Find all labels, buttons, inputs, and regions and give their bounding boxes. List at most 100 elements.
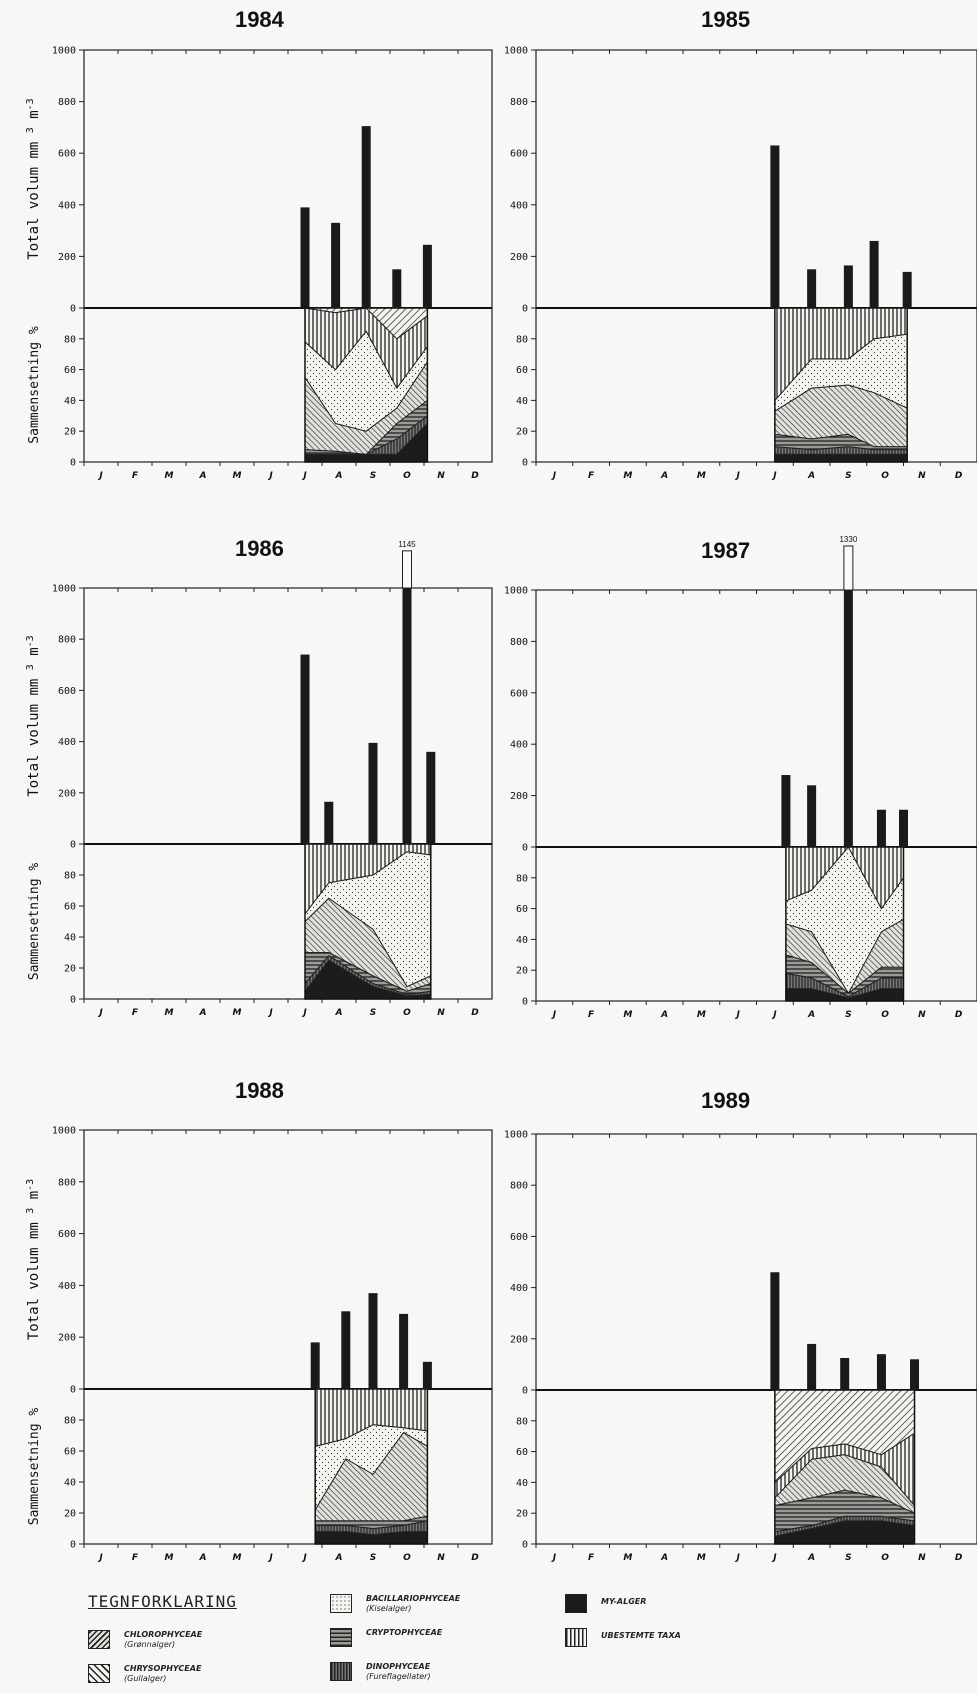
month-label: N — [918, 471, 926, 481]
y-tick-label: 600 — [510, 688, 528, 699]
composition-frame — [83, 1388, 493, 1545]
month-label: A — [660, 471, 668, 481]
pct-tick-label: 80 — [64, 871, 76, 882]
month-label: J — [97, 1553, 103, 1563]
volume-bar — [876, 1354, 886, 1390]
panel-title: 1987 — [701, 538, 750, 563]
y-tick-label: 0 — [70, 304, 76, 315]
y-tick-label: 800 — [58, 97, 76, 108]
pct-tick-label: 80 — [516, 334, 528, 345]
month-label: M — [623, 1553, 632, 1563]
overflow-label: 1330 — [839, 535, 857, 544]
y-tick-label: 1000 — [52, 46, 76, 57]
y-tick-label: 1000 — [504, 46, 528, 57]
month-label: M — [697, 1010, 706, 1020]
volume-bar — [843, 265, 853, 308]
volume-bar — [368, 1293, 378, 1389]
month-label: O — [881, 1010, 889, 1020]
composition-axis-label: Sammensetning % — [27, 1408, 42, 1526]
month-label: S — [845, 471, 851, 481]
y-tick-label: 400 — [510, 1283, 528, 1294]
pct-tick-label: 40 — [516, 1478, 528, 1489]
volume-frame — [83, 1129, 493, 1390]
month-label: M — [623, 471, 632, 481]
pct-tick-label: 0 — [70, 458, 76, 469]
pct-tick-label: 80 — [516, 1416, 528, 1427]
y-tick-label: 800 — [510, 1181, 528, 1192]
y-tick-label: 200 — [58, 1333, 76, 1344]
panel-1988: 1988 0 200 400 600 800 1000 0 20 40 60 80 J F M A M J J A S O… — [25, 1078, 493, 1563]
month-label: A — [199, 1553, 207, 1563]
volume-bar — [399, 1313, 409, 1389]
panel-title: 1984 — [235, 7, 285, 32]
volume-bar — [899, 809, 908, 847]
layer-my-alger — [774, 453, 908, 463]
composition-axis-label: Sammensetning % — [27, 863, 42, 981]
y-tick-label: 1000 — [504, 1130, 528, 1141]
y-tick-label: 400 — [510, 740, 528, 751]
y-tick-label: 1000 — [52, 584, 76, 595]
volume-axis-label: Total volum mm 3 m-3 — [25, 635, 42, 796]
y-tick-label: 0 — [70, 840, 76, 851]
month-label: J — [97, 1008, 103, 1018]
month-label: M — [697, 471, 706, 481]
volume-bar — [807, 785, 817, 847]
pct-tick-label: 20 — [64, 964, 76, 975]
panel-1987: 1987 0 200 400 600 800 1000 0 20 40 60 80 J F M A M J J A S O… — [504, 535, 977, 1020]
volume-bar — [310, 1342, 320, 1389]
y-tick-label: 0 — [522, 304, 528, 315]
month-label: D — [955, 1010, 963, 1020]
pct-tick-label: 40 — [516, 396, 528, 407]
pct-tick-label: 40 — [516, 935, 528, 946]
y-tick-label: 400 — [58, 1281, 76, 1292]
y-tick-label: 600 — [510, 1232, 528, 1243]
y-tick-label: 200 — [58, 788, 76, 799]
month-label: J — [551, 1010, 557, 1020]
pct-tick-label: 40 — [64, 933, 76, 944]
y-tick-label: 0 — [522, 843, 528, 854]
panel-1989: 1989 0 200 400 600 800 1000 0 20 40 60 80 J F M A M J J A S O… — [504, 1088, 977, 1563]
month-label: S — [370, 1553, 376, 1563]
month-label: S — [845, 1010, 851, 1020]
pct-tick-label: 40 — [64, 396, 76, 407]
month-label: D — [471, 1008, 479, 1018]
month-label: J — [734, 1553, 740, 1563]
month-label: A — [807, 471, 815, 481]
volume-frame — [535, 1133, 977, 1391]
month-label: J — [734, 471, 740, 481]
composition-frame — [535, 846, 977, 1002]
volume-bar — [902, 271, 912, 308]
panel-title: 1988 — [235, 1078, 284, 1103]
pct-tick-label: 0 — [522, 997, 528, 1008]
month-label: D — [471, 1553, 479, 1563]
month-label: J — [771, 1010, 777, 1020]
volume-bar — [770, 145, 780, 308]
month-label: M — [165, 471, 174, 481]
month-label: M — [697, 1553, 706, 1563]
month-label: M — [233, 471, 242, 481]
month-label: F — [132, 1008, 139, 1018]
pct-tick-label: 0 — [70, 995, 76, 1006]
month-label: F — [132, 1553, 139, 1563]
composition-outline — [304, 843, 432, 1000]
pct-tick-label: 60 — [516, 365, 528, 376]
month-label: F — [588, 471, 595, 481]
composition-outline — [774, 307, 908, 463]
volume-bar — [392, 269, 402, 308]
pct-tick-label: 20 — [64, 427, 76, 438]
y-tick-label: 400 — [510, 200, 528, 211]
pct-tick-label: 40 — [64, 1478, 76, 1489]
month-label: N — [437, 471, 445, 481]
month-label: A — [335, 1553, 343, 1563]
month-label: J — [301, 471, 307, 481]
volume-bar — [331, 222, 341, 308]
volume-bar — [361, 126, 371, 308]
pct-tick-label: 20 — [516, 1509, 528, 1520]
y-tick-label: 0 — [522, 1386, 528, 1397]
month-label: F — [132, 471, 139, 481]
volume-axis-label: Total volum mm 3 m-3 — [25, 98, 42, 259]
y-tick-label: 800 — [510, 637, 528, 648]
month-label: S — [370, 1008, 376, 1018]
pct-tick-label: 80 — [64, 1416, 76, 1427]
